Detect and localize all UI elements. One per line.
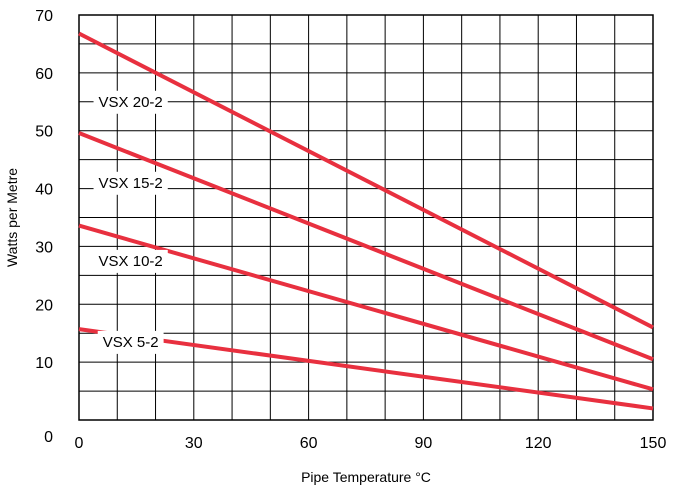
x-tick-label: 30 (185, 435, 203, 452)
series-label: VSX 15-2 (93, 171, 168, 195)
y-axis-label: Watts per Metre (4, 168, 20, 267)
series-label-background (93, 171, 168, 195)
y-tick-label: 50 (35, 124, 53, 141)
y-tick-label: 40 (35, 182, 53, 199)
tick-labels: 0 30 60 90 120 150 0 10 20 30 40 50 60 70 (35, 8, 666, 452)
x-tick-label: 150 (640, 435, 667, 452)
series-labels: VSX 20-2 VSX 15-2 VSX 10-2 VSX 5-2 (93, 90, 168, 354)
grid (78, 14, 654, 421)
series-label: VSX 10-2 (93, 249, 168, 273)
x-tick-label: 60 (300, 435, 318, 452)
x-tick-label: 120 (525, 435, 552, 452)
y-tick-label: 70 (35, 8, 53, 25)
series-label-text: VSX 15-2 (99, 175, 163, 192)
x-tick-label: 90 (415, 435, 433, 452)
series-lines (78, 31, 654, 411)
series-line (78, 131, 654, 362)
series-label-background (97, 330, 164, 354)
series-label-background (93, 249, 168, 273)
series-line (78, 223, 654, 392)
series-label: VSX 5-2 (97, 330, 164, 354)
x-axis-label: Pipe Temperature °C (301, 469, 431, 485)
y-tick-label: 10 (35, 355, 53, 372)
series-label-text: VSX 5-2 (103, 334, 159, 351)
series-line (78, 31, 654, 330)
series-label-background (93, 90, 168, 114)
y-tick-label: 20 (35, 297, 53, 314)
series-label-text: VSX 20-2 (99, 94, 163, 111)
y-tick-label: 60 (35, 66, 53, 83)
series-line (78, 327, 654, 411)
series-label: VSX 20-2 (93, 90, 168, 114)
plot-frame (78, 14, 654, 421)
series-label-text: VSX 10-2 (99, 253, 163, 270)
y-tick-label: 30 (35, 239, 53, 256)
y-tick-label: 0 (44, 429, 53, 446)
x-tick-label: 0 (75, 435, 84, 452)
